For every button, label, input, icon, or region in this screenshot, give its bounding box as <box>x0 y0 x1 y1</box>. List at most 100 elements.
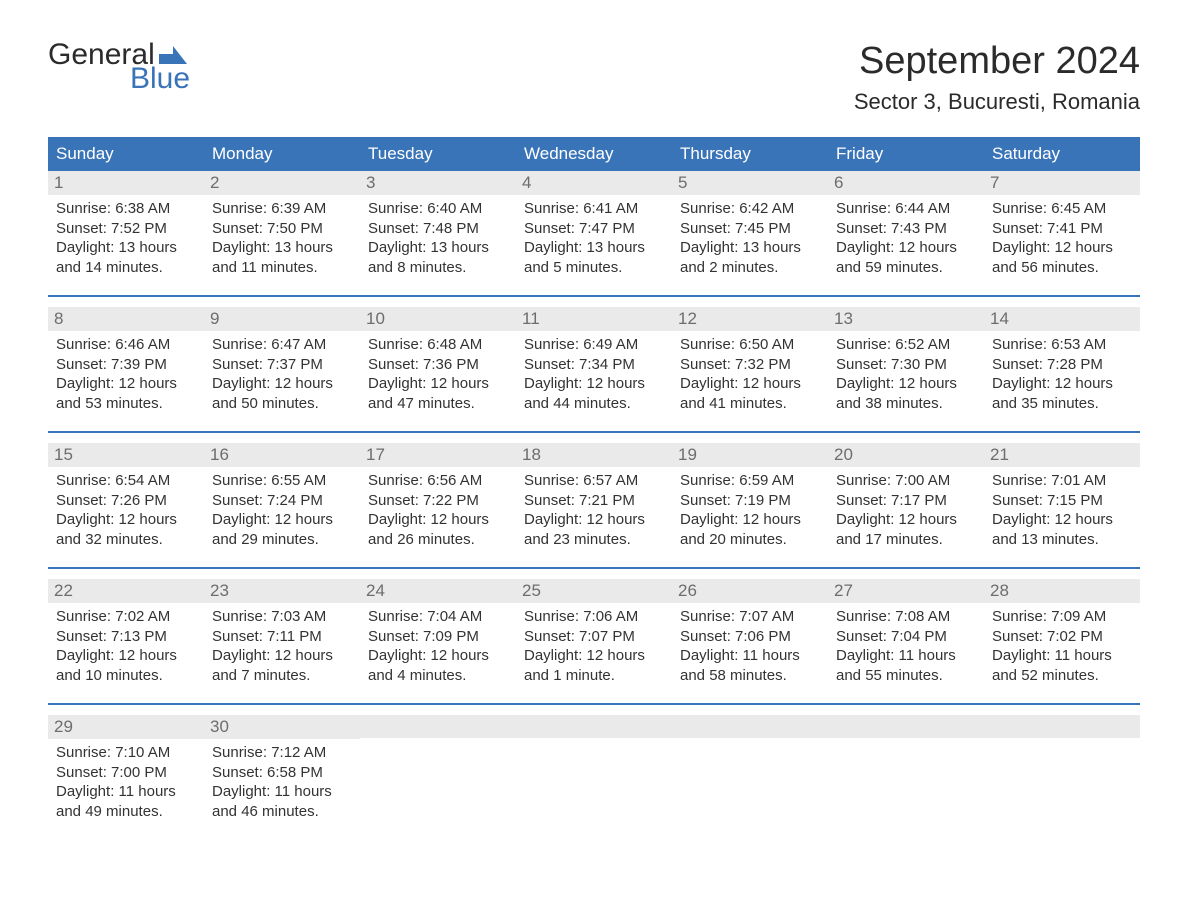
sunset-text: Sunset: 7:50 PM <box>212 219 352 239</box>
day-header: Sunday <box>48 137 204 171</box>
sunrise-text: Sunrise: 6:38 AM <box>56 199 196 219</box>
d1-text: Daylight: 12 hours <box>56 646 196 666</box>
day-cell: 19Sunrise: 6:59 AMSunset: 7:19 PMDayligh… <box>672 443 828 553</box>
d1-text: Daylight: 12 hours <box>368 646 508 666</box>
sunset-text: Sunset: 7:00 PM <box>56 763 196 783</box>
day-number: 13 <box>828 307 984 331</box>
d1-text: Daylight: 12 hours <box>212 374 352 394</box>
day-number: 14 <box>984 307 1140 331</box>
d2-text: and 38 minutes. <box>836 394 976 414</box>
calendar: SundayMondayTuesdayWednesdayThursdayFrid… <box>48 137 1140 825</box>
day-cell: 9Sunrise: 6:47 AMSunset: 7:37 PMDaylight… <box>204 307 360 417</box>
day-number: 4 <box>516 171 672 195</box>
d2-text: and 2 minutes. <box>680 258 820 278</box>
d1-text: Daylight: 13 hours <box>56 238 196 258</box>
sunrise-text: Sunrise: 7:08 AM <box>836 607 976 627</box>
day-cell: 15Sunrise: 6:54 AMSunset: 7:26 PMDayligh… <box>48 443 204 553</box>
sunset-text: Sunset: 7:39 PM <box>56 355 196 375</box>
day-header: Thursday <box>672 137 828 171</box>
day-header: Tuesday <box>360 137 516 171</box>
d1-text: Daylight: 12 hours <box>524 510 664 530</box>
sunrise-text: Sunrise: 7:09 AM <box>992 607 1132 627</box>
d1-text: Daylight: 13 hours <box>368 238 508 258</box>
day-cell: 10Sunrise: 6:48 AMSunset: 7:36 PMDayligh… <box>360 307 516 417</box>
header: General Blue September 2024 Sector 3, Bu… <box>48 40 1140 129</box>
sunrise-text: Sunrise: 6:48 AM <box>368 335 508 355</box>
sunrise-text: Sunrise: 6:45 AM <box>992 199 1132 219</box>
day-cell: 2Sunrise: 6:39 AMSunset: 7:50 PMDaylight… <box>204 171 360 281</box>
d2-text: and 1 minute. <box>524 666 664 686</box>
sunset-text: Sunset: 7:52 PM <box>56 219 196 239</box>
d1-text: Daylight: 12 hours <box>524 374 664 394</box>
sunset-text: Sunset: 7:04 PM <box>836 627 976 647</box>
d2-text: and 52 minutes. <box>992 666 1132 686</box>
sunrise-text: Sunrise: 7:10 AM <box>56 743 196 763</box>
d2-text: and 13 minutes. <box>992 530 1132 550</box>
d1-text: Daylight: 12 hours <box>368 374 508 394</box>
day-header: Monday <box>204 137 360 171</box>
day-number: 30 <box>204 715 360 739</box>
logo-word-2: Blue <box>130 64 190 94</box>
d2-text: and 47 minutes. <box>368 394 508 414</box>
d1-text: Daylight: 12 hours <box>836 510 976 530</box>
day-number: 8 <box>48 307 204 331</box>
sunrise-text: Sunrise: 7:07 AM <box>680 607 820 627</box>
location-subtitle: Sector 3, Bucuresti, Romania <box>854 89 1140 115</box>
day-cell <box>672 715 828 825</box>
sunrise-text: Sunrise: 7:03 AM <box>212 607 352 627</box>
sunset-text: Sunset: 6:58 PM <box>212 763 352 783</box>
day-header: Friday <box>828 137 984 171</box>
day-number <box>828 715 984 738</box>
sunset-text: Sunset: 7:02 PM <box>992 627 1132 647</box>
d2-text: and 4 minutes. <box>368 666 508 686</box>
day-number: 24 <box>360 579 516 603</box>
day-cell: 25Sunrise: 7:06 AMSunset: 7:07 PMDayligh… <box>516 579 672 689</box>
sunset-text: Sunset: 7:19 PM <box>680 491 820 511</box>
d2-text: and 59 minutes. <box>836 258 976 278</box>
sunrise-text: Sunrise: 6:44 AM <box>836 199 976 219</box>
week-separator <box>48 567 1140 569</box>
d1-text: Daylight: 12 hours <box>992 374 1132 394</box>
d2-text: and 23 minutes. <box>524 530 664 550</box>
week-separator <box>48 295 1140 297</box>
day-number: 29 <box>48 715 204 739</box>
d2-text: and 49 minutes. <box>56 802 196 822</box>
d2-text: and 26 minutes. <box>368 530 508 550</box>
d2-text: and 14 minutes. <box>56 258 196 278</box>
d2-text: and 7 minutes. <box>212 666 352 686</box>
d1-text: Daylight: 11 hours <box>56 782 196 802</box>
day-number <box>984 715 1140 738</box>
day-number: 9 <box>204 307 360 331</box>
day-cell: 11Sunrise: 6:49 AMSunset: 7:34 PMDayligh… <box>516 307 672 417</box>
day-number: 19 <box>672 443 828 467</box>
day-cell: 30Sunrise: 7:12 AMSunset: 6:58 PMDayligh… <box>204 715 360 825</box>
sunrise-text: Sunrise: 7:00 AM <box>836 471 976 491</box>
sunrise-text: Sunrise: 6:46 AM <box>56 335 196 355</box>
sunset-text: Sunset: 7:36 PM <box>368 355 508 375</box>
sunset-text: Sunset: 7:32 PM <box>680 355 820 375</box>
sunrise-text: Sunrise: 7:02 AM <box>56 607 196 627</box>
sunrise-text: Sunrise: 6:49 AM <box>524 335 664 355</box>
sunrise-text: Sunrise: 6:42 AM <box>680 199 820 219</box>
day-cell: 6Sunrise: 6:44 AMSunset: 7:43 PMDaylight… <box>828 171 984 281</box>
day-number: 12 <box>672 307 828 331</box>
day-number: 15 <box>48 443 204 467</box>
day-number: 18 <box>516 443 672 467</box>
sunrise-text: Sunrise: 6:41 AM <box>524 199 664 219</box>
day-number: 23 <box>204 579 360 603</box>
d2-text: and 53 minutes. <box>56 394 196 414</box>
day-cell: 23Sunrise: 7:03 AMSunset: 7:11 PMDayligh… <box>204 579 360 689</box>
d1-text: Daylight: 13 hours <box>212 238 352 258</box>
day-number: 28 <box>984 579 1140 603</box>
day-number: 17 <box>360 443 516 467</box>
week-row: 8 Sunrise: 6:46 AMSunset: 7:39 PM Daylight… <box>48 307 1140 417</box>
d1-text: Daylight: 12 hours <box>212 510 352 530</box>
d2-text: and 41 minutes. <box>680 394 820 414</box>
day-number: 16 <box>204 443 360 467</box>
d2-text: and 56 minutes. <box>992 258 1132 278</box>
sunrise-text: Sunrise: 6:39 AM <box>212 199 352 219</box>
sunset-text: Sunset: 7:43 PM <box>836 219 976 239</box>
sunrise-text: Sunrise: 6:40 AM <box>368 199 508 219</box>
sunset-text: Sunset: 7:22 PM <box>368 491 508 511</box>
week-row: 15Sunrise: 6:54 AMSunset: 7:26 PMDayligh… <box>48 443 1140 553</box>
